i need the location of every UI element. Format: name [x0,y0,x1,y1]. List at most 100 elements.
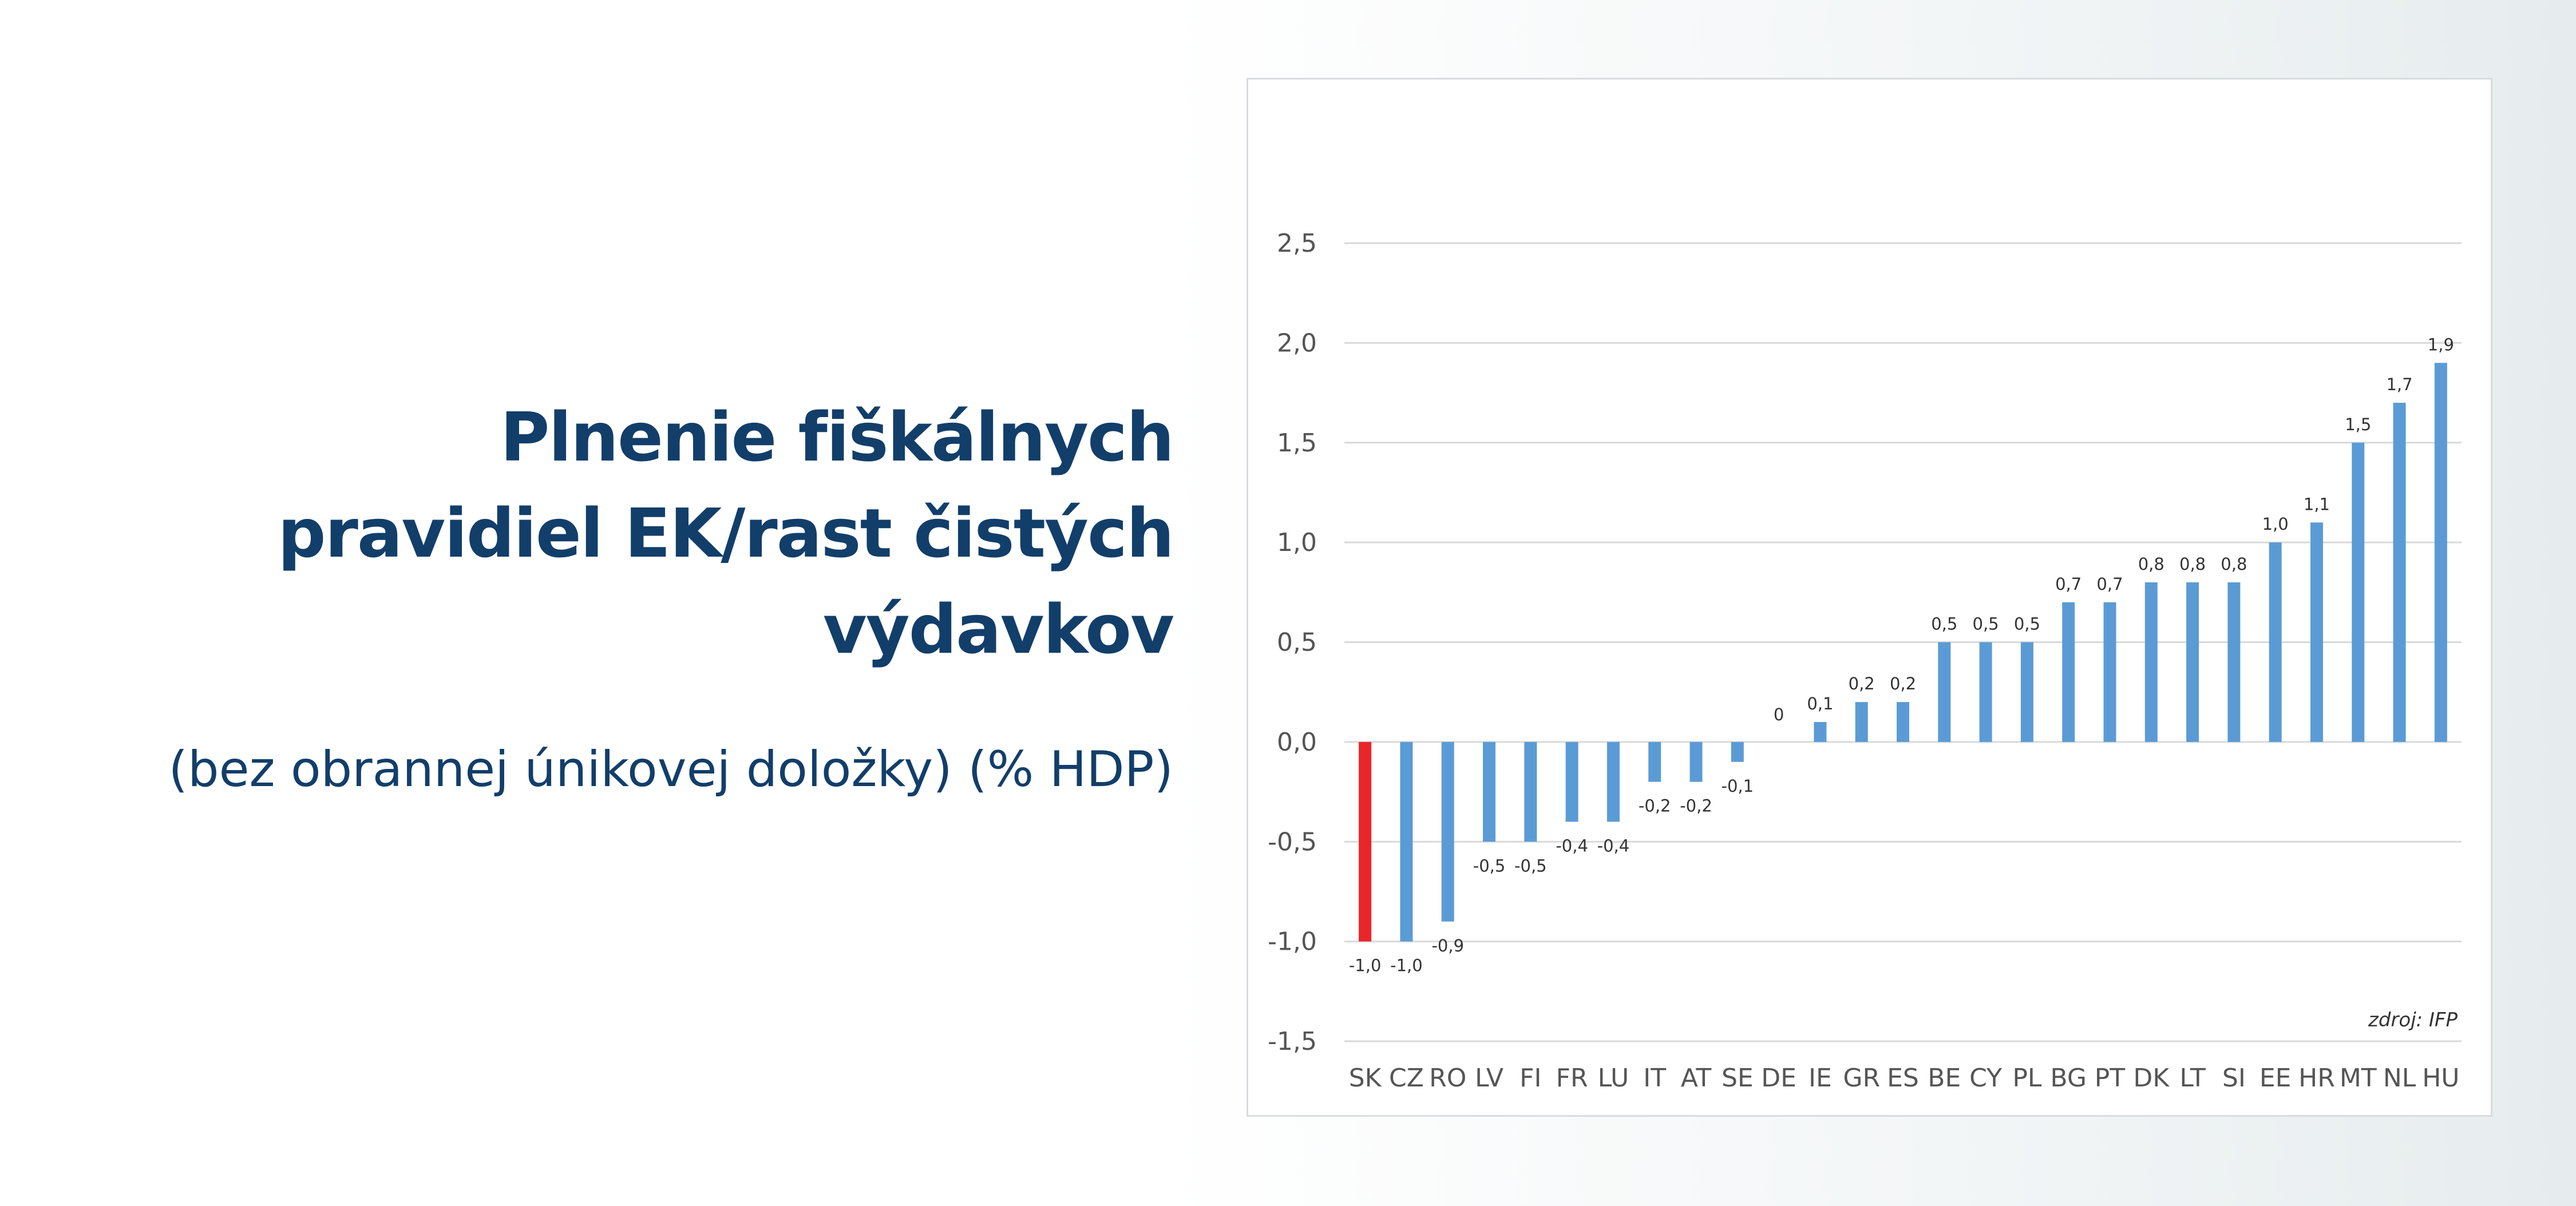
data-label: -0,5 [1514,856,1547,875]
page-title-line-3: výdavkov [822,590,1174,669]
y-tick-label: 1,0 [1277,528,1317,557]
x-tick-label: SE [1722,1064,1754,1093]
x-tick-label: ES [1887,1064,1919,1093]
x-tick-label: LV [1475,1064,1503,1093]
data-label: 0,7 [2096,574,2123,594]
y-tick-label: -1,0 [1268,927,1317,957]
data-label: -0,5 [1473,856,1506,875]
source-note: zdroj: IFP [2368,1009,2458,1032]
x-tick-label: DK [2133,1064,2170,1093]
data-label: -0,2 [1639,796,1671,816]
y-tick-label: -0,5 [1268,827,1317,856]
page-title-line-1: Plnenie fiškálnych [500,398,1174,477]
page-subtitle: (bez obrannej únikovej doložky) (% HDP) [168,741,1173,798]
data-labels: -1,0 -1,0 -0,9 -0,5 -0,5 -0,4 -0,4 -0,2 -0,2 -0,1… [1349,335,2454,975]
data-label: 0,8 [2138,554,2165,574]
data-label: -0,2 [1680,796,1712,816]
data-label: -0,9 [1431,936,1464,955]
data-label: 0,8 [2221,554,2247,574]
x-tick-label: FR [1556,1064,1588,1093]
x-tick-label: BG [2050,1064,2087,1093]
y-tick-label: 2,0 [1277,328,1317,358]
bar-at [1689,741,1703,782]
y-tick-label: 1,5 [1277,429,1317,458]
bar-dk [2144,582,2158,742]
bar-pt [2103,602,2116,742]
bar-pl [2020,642,2033,742]
x-axis-ticks: SK CZ RO LV FI FR LU IT AT SE DE IE GR ES BE CY PL BG PT DK… [1349,1064,2460,1093]
bar-hu [2434,363,2447,742]
data-label: -0,4 [1556,836,1588,855]
x-tick-label: PT [2095,1064,2126,1093]
bar-hr [2310,522,2323,742]
x-tick-label: NL [2383,1064,2416,1093]
bar-lu [1606,741,1620,822]
x-tick-label: HR [2298,1064,2335,1093]
data-label: 0,5 [2014,614,2040,634]
page-title: Plnenie fiškálnych pravidiel EK/rast čis… [57,389,1174,677]
bar-cy [1979,642,1992,742]
y-axis-ticks: 2,5 2,0 1,5 1,0 0,5 0,0 -0,5 -1,0 -1,5 [1268,229,1317,1056]
data-label: 1,5 [2345,415,2371,434]
x-tick-label: RO [1429,1064,1466,1093]
x-tick-label: HU [2422,1064,2459,1093]
x-tick-label: EE [2260,1064,2292,1093]
bar-mt [2352,442,2365,742]
bar-cz [1400,741,1413,942]
bar-ee [2269,542,2282,742]
data-label: 0,8 [2179,554,2206,574]
bar-lt [2186,582,2199,742]
bar-bg [2062,602,2075,742]
x-tick-label: FI [1520,1064,1541,1093]
bar-ro [1441,741,1454,922]
y-tick-label: 0,0 [1277,728,1317,757]
x-tick-label: IE [1809,1064,1832,1093]
data-label: 0,2 [1890,674,1916,693]
data-label: 0,2 [1849,674,1875,693]
x-tick-label: BE [1928,1064,1961,1093]
x-tick-label: LT [2179,1064,2205,1093]
bar-lv [1483,741,1496,842]
x-tick-label: PL [2012,1064,2042,1093]
data-label: 0,7 [2055,574,2082,594]
bar-es [1897,702,1909,742]
bars [1359,363,2447,942]
bar-chart: 2,52,01,51,00,50,0-0,5-1,0-1,5 -1,0 -1,0-… [1268,229,2462,1093]
data-label: 0 [1774,705,1784,724]
y-tick-label: 2,5 [1277,229,1317,258]
x-tick-label: SI [2222,1064,2246,1093]
x-tick-label: AT [1681,1064,1712,1093]
bar-nl [2393,403,2406,742]
x-tick-label: LU [1598,1064,1629,1093]
y-tick-label: -1,5 [1268,1027,1317,1056]
x-tick-label: CY [1969,1064,2002,1093]
bar-be [1938,642,1951,742]
data-label: 0,1 [1807,694,1833,713]
bar-sk [1359,741,1372,942]
data-label: -1,0 [1349,956,1382,975]
x-tick-label: GR [1843,1064,1880,1093]
bar-it [1648,741,1661,782]
x-tick-label: DE [1761,1064,1797,1093]
data-label: 1,1 [2304,494,2330,514]
data-label: 1,0 [2262,514,2289,534]
x-tick-label: CZ [1389,1064,1424,1093]
bar-si [2227,582,2241,742]
bar-fi [1524,741,1537,842]
data-label: -0,4 [1597,836,1630,855]
chart-panel: 2,5 2,0 1,5 1,0 0,5 0,0 -0,5 -1,0 -1,5 -1,0 -1,0-… [1247,78,2492,1117]
data-label: 1,9 [2428,335,2454,354]
x-tick-label: SK [1349,1064,1382,1093]
page-title-line-2: pravidiel EK/rast čistých [278,494,1174,573]
bar-fr [1565,741,1578,822]
bar-se [1731,741,1744,762]
gridlines [1344,242,2462,1042]
data-label: 1,7 [2386,375,2412,394]
x-tick-label: IT [1643,1064,1666,1093]
data-label: 0,5 [1931,614,1957,634]
data-label: -1,0 [1390,956,1423,975]
data-label: -0,1 [1722,776,1754,796]
data-label: 0,5 [1973,614,1999,634]
bar-ie [1814,722,1827,742]
y-tick-label: 0,5 [1277,628,1317,657]
